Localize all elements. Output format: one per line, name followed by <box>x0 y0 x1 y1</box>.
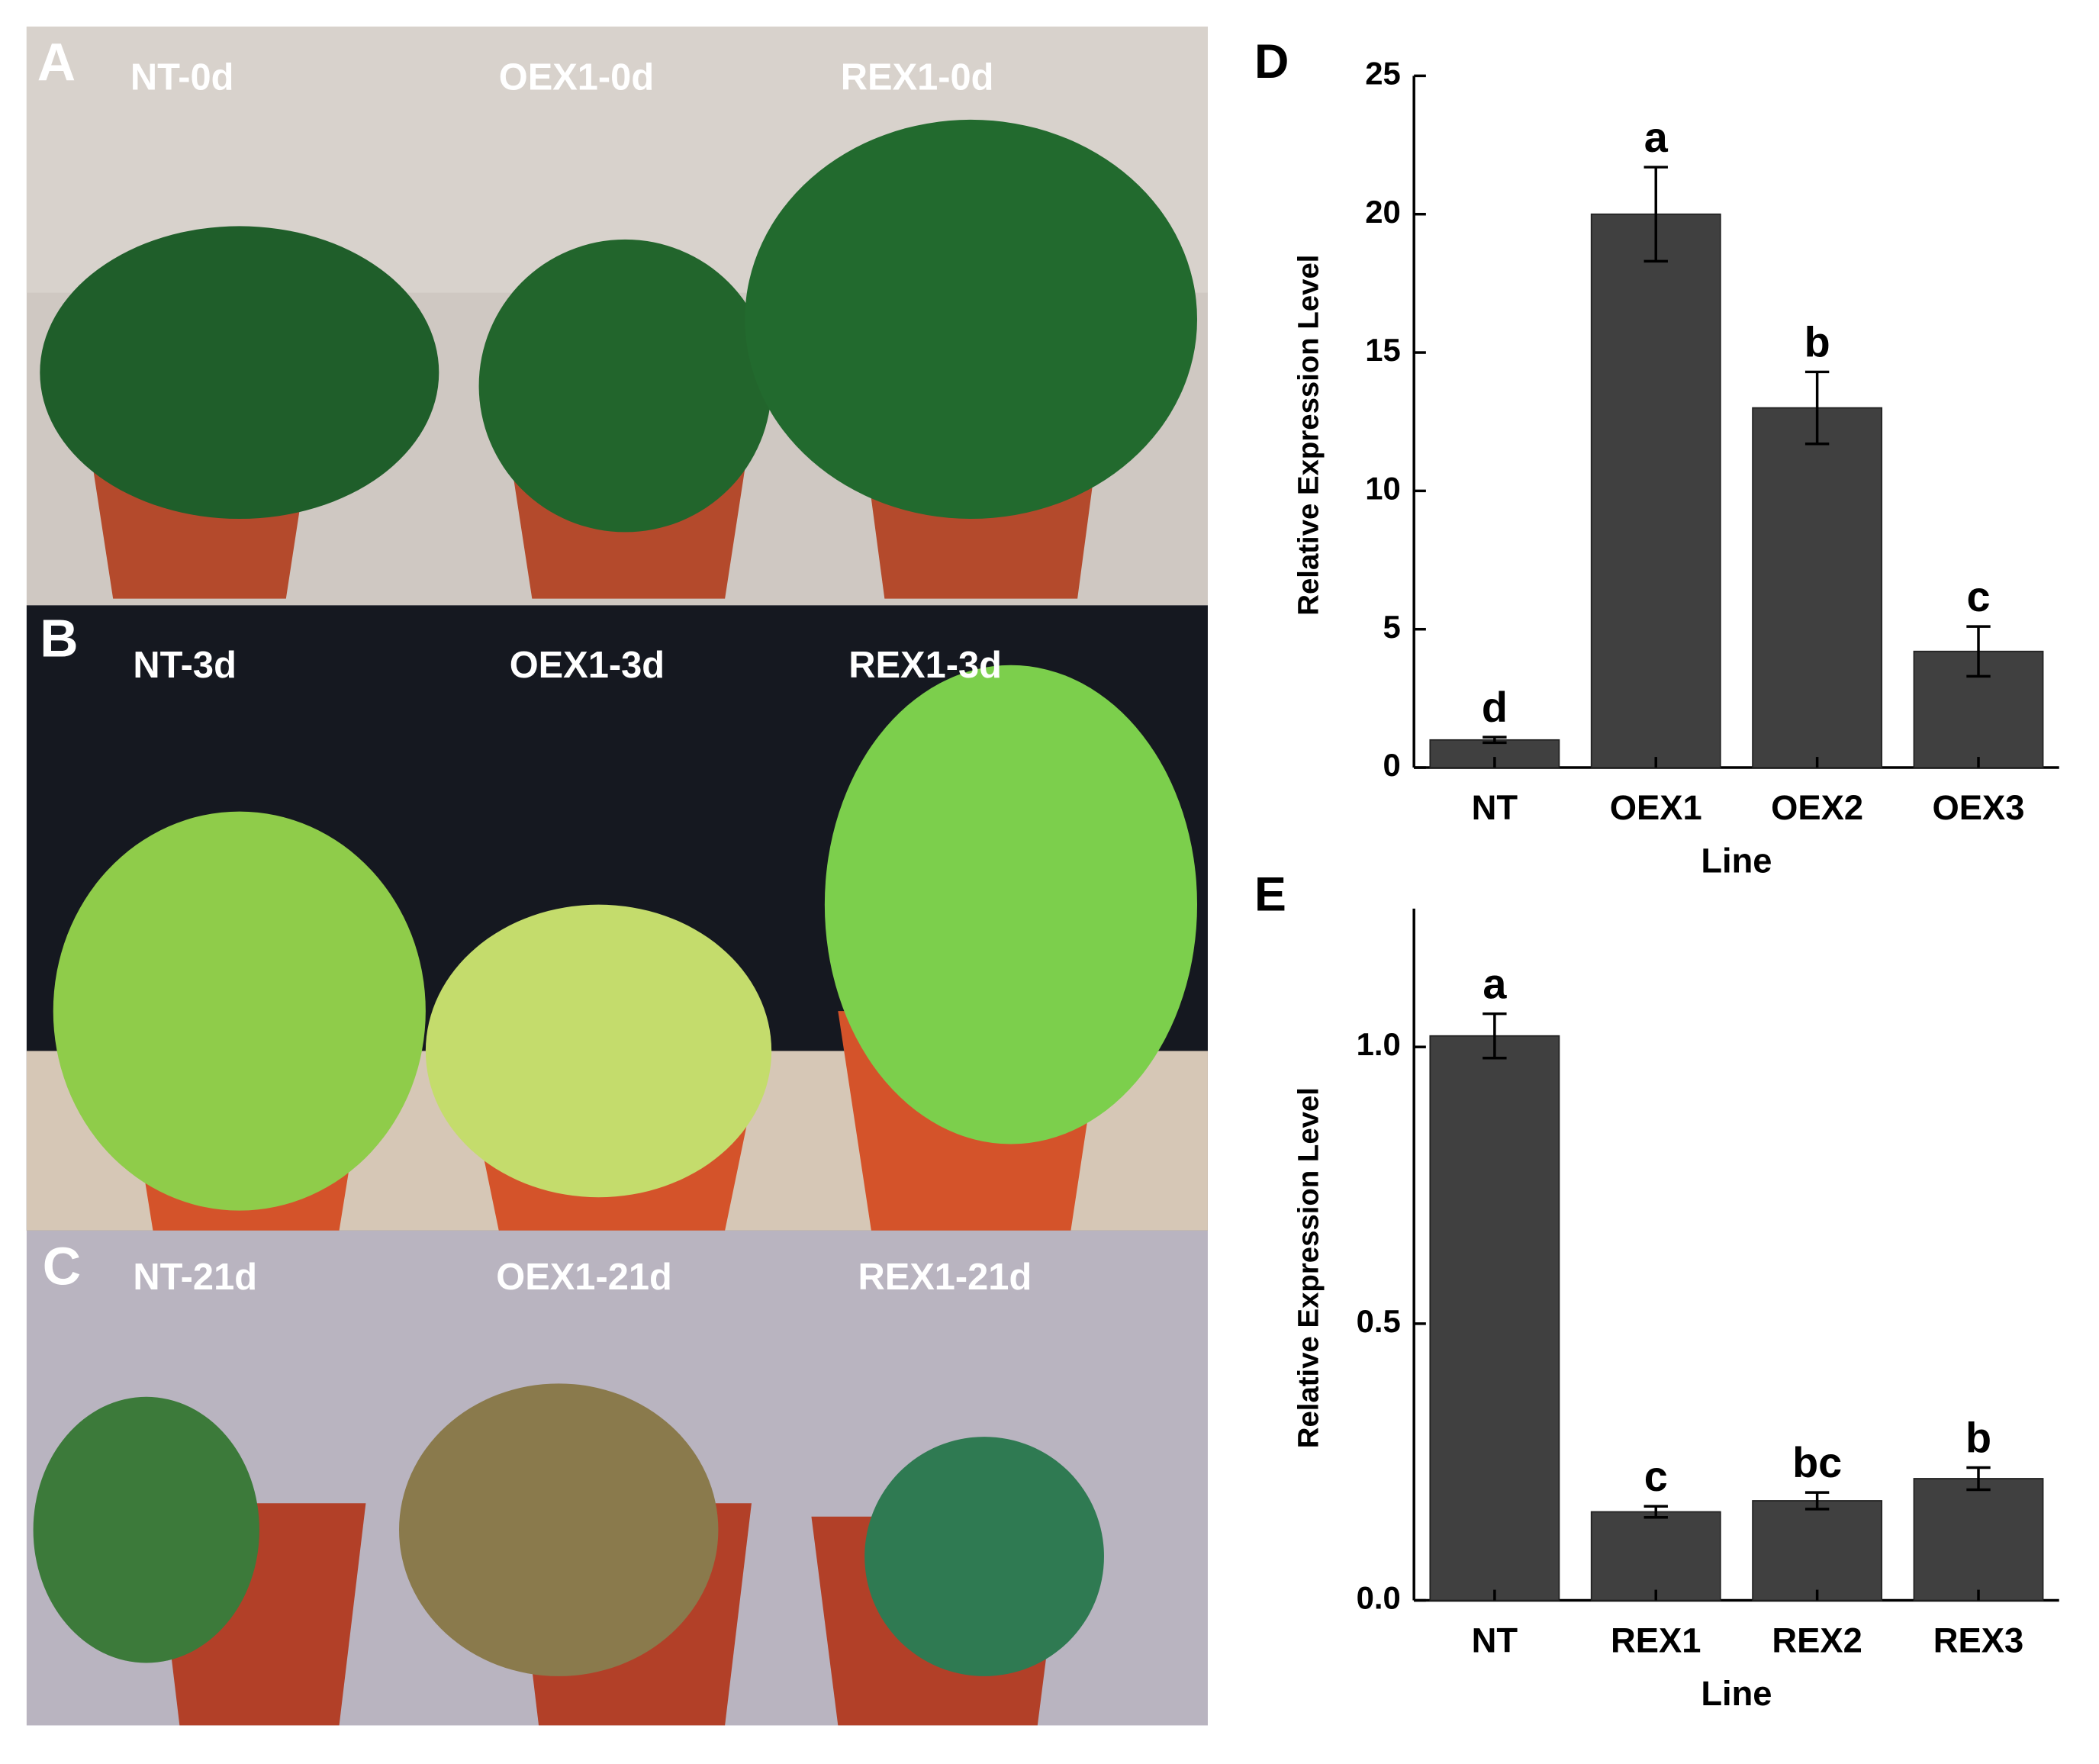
photo-label: NT-0d <box>130 57 234 98</box>
photo-label: REX1-0d <box>841 57 994 98</box>
significance-letter: b <box>1965 1413 1991 1461</box>
error-bar <box>1643 166 1668 263</box>
error-bar <box>1966 1466 1991 1492</box>
significance-letter: a <box>1644 113 1669 161</box>
y-tick-label: 10 <box>1365 470 1401 506</box>
bar <box>1752 407 1883 768</box>
panel-letter: A <box>37 33 76 92</box>
photo-label: OEX1-3d <box>510 645 665 686</box>
photo-a: A NT-0d OEX1-0d REX1-0d <box>26 26 1208 606</box>
y-tick-label: 25 <box>1365 55 1401 91</box>
x-tick-label: OEX2 <box>1771 788 1863 827</box>
error-bar <box>1482 736 1507 745</box>
significance-letter: c <box>1644 1452 1668 1500</box>
x-tick-label: NT <box>1472 1621 1518 1659</box>
y-tick-label: 15 <box>1365 332 1401 368</box>
panel-letter: B <box>40 609 78 668</box>
bar <box>1913 1478 2044 1601</box>
bar <box>1429 1035 1560 1601</box>
x-tick-label: NT <box>1472 788 1518 827</box>
photo-b: B NT-3d OEX1-3d REX1-3d <box>26 605 1208 1231</box>
error-bar <box>1643 1505 1668 1519</box>
photo-label: REX1-3d <box>848 645 1002 686</box>
x-axis-label: Line <box>1701 842 1772 880</box>
x-tick-label: REX3 <box>1933 1621 2023 1659</box>
significance-letter: bc <box>1792 1438 1842 1486</box>
photo-label: OEX1-0d <box>499 57 654 98</box>
bar <box>1752 1500 1883 1601</box>
x-tick-label: REX2 <box>1772 1621 1862 1659</box>
photo-label: REX1-21d <box>858 1257 1032 1298</box>
y-tick-label: 0.0 <box>1357 1580 1401 1616</box>
significance-letter: a <box>1482 960 1507 1008</box>
significance-letter: b <box>1804 317 1830 365</box>
y-axis-label: Relative Expression Level <box>1292 1087 1325 1448</box>
panel-letter: E <box>1254 868 1286 921</box>
significance-letter: d <box>1482 683 1508 731</box>
x-tick-label: OEX3 <box>1933 788 2025 827</box>
panel-letter: D <box>1254 35 1289 89</box>
error-bar <box>1482 1012 1507 1060</box>
y-tick-label: 0 <box>1383 747 1400 783</box>
photo-c: C NT-21d OEX1-21d REX1-21d <box>26 1230 1208 1726</box>
x-axis-label: Line <box>1701 1674 1772 1713</box>
photo-label: OEX1-21d <box>496 1257 672 1298</box>
y-axis-label: Relative Expression Level <box>1292 255 1325 616</box>
panel-letter: C <box>43 1237 81 1296</box>
photo-label: NT-21d <box>133 1257 257 1298</box>
y-tick-label: 0.5 <box>1357 1303 1401 1339</box>
x-tick-label: OEX1 <box>1610 788 1702 827</box>
error-bar <box>1804 1491 1830 1511</box>
error-bar <box>1966 625 1991 678</box>
y-tick-label: 5 <box>1383 609 1400 645</box>
significance-letter: c <box>1966 572 1990 620</box>
photo-label: NT-3d <box>133 645 237 686</box>
y-tick-label: 1.0 <box>1357 1026 1401 1062</box>
y-tick-label: 20 <box>1365 194 1401 230</box>
bar <box>1590 213 1721 768</box>
bar <box>1590 1511 1721 1601</box>
error-bar <box>1804 370 1830 446</box>
x-tick-label: REX1 <box>1611 1621 1701 1659</box>
